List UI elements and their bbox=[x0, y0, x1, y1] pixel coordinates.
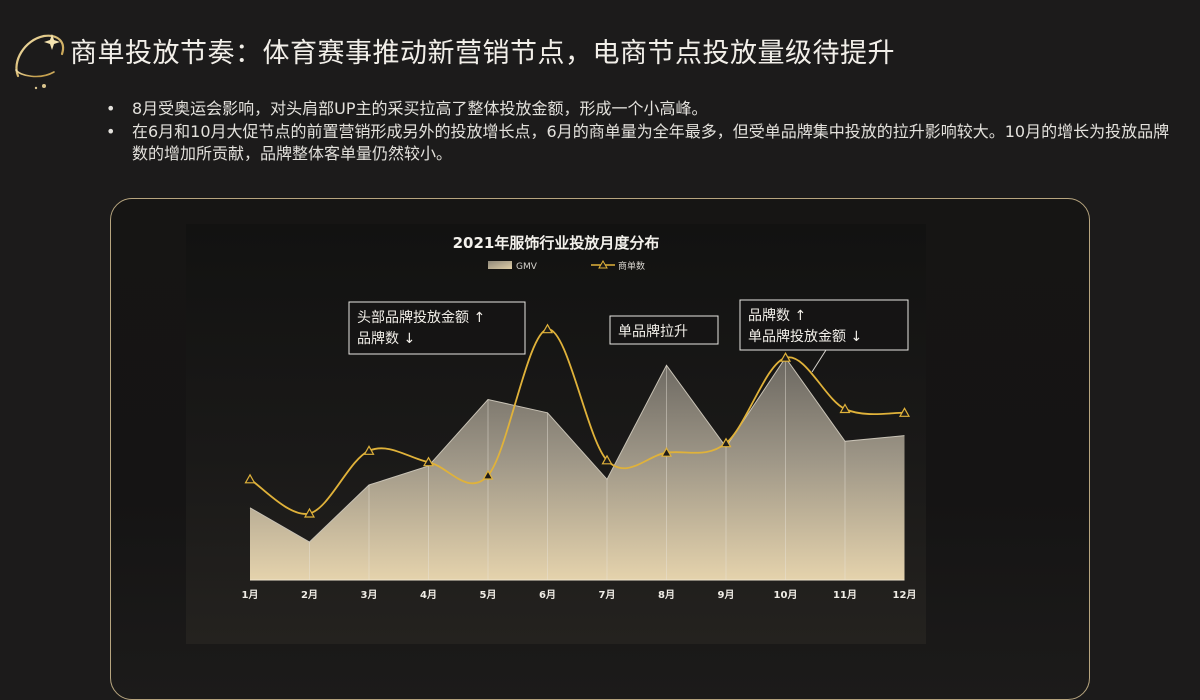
decorative-logo-icon bbox=[15, 34, 65, 90]
x-tick-label: 2月 bbox=[301, 589, 318, 601]
legend-label-orders: 商单数 bbox=[618, 260, 645, 272]
orders-point bbox=[898, 407, 911, 417]
gmv-area-edge bbox=[249, 356, 905, 543]
chart-title: 2021年服饰行业投放月度分布 bbox=[453, 234, 660, 252]
annotation-box: 头部品牌投放金额 ↑ 品牌数 ↓ bbox=[348, 301, 526, 355]
orders-point bbox=[303, 507, 316, 518]
x-tick-label: 8月 bbox=[658, 589, 675, 601]
annotation-text: 单品牌投放金额 ↓ bbox=[748, 328, 862, 345]
x-tick-label: 3月 bbox=[361, 589, 378, 601]
orders-point bbox=[363, 445, 375, 455]
annotation-leader-line bbox=[811, 349, 827, 373]
orders-point bbox=[779, 351, 792, 362]
orders-point bbox=[660, 446, 673, 457]
chart-annotations: 头部品牌投放金额 ↑ 品牌数 ↓ 单品牌拉升 品牌数 ↑ 单品牌投放金额 ↓ bbox=[348, 299, 909, 373]
chart-legend: GMV 商单数 bbox=[488, 259, 645, 272]
bullet-item-1: 8月受奥运会影响，对头肩部UP主的采买拉高了整体投放金额，形成一个小高峰。 bbox=[106, 98, 1176, 120]
x-tick-label: 6月 bbox=[539, 589, 556, 601]
slide-title: 商单投放节奏：体育赛事推动新营销节点，电商节点投放量级待提升 bbox=[70, 38, 895, 69]
orders-point bbox=[244, 473, 256, 484]
x-tick-label: 10月 bbox=[774, 589, 798, 601]
x-tick-label: 5月 bbox=[480, 589, 497, 601]
x-tick-label: 1月 bbox=[242, 589, 259, 601]
orders-point bbox=[839, 403, 851, 414]
annotation-frame bbox=[609, 315, 719, 345]
monthly-distribution-chart: 2021年服饰行业投放月度分布 GMV 商单数 1月 2月 3月 4月 5月 6月 7月 8月… bbox=[242, 234, 917, 601]
x-tick-label: 11月 bbox=[833, 589, 857, 601]
x-tick-label: 7月 bbox=[599, 589, 616, 601]
x-tick-label: 4月 bbox=[420, 589, 437, 601]
legend-label-gmv: GMV bbox=[516, 262, 538, 272]
orders-point bbox=[422, 456, 435, 467]
annotation-box: 单品牌拉升 bbox=[609, 315, 719, 345]
bullet-list: 8月受奥运会影响，对头肩部UP主的采买拉高了整体投放金额，形成一个小高峰。 在6… bbox=[106, 98, 1176, 166]
orders-point bbox=[720, 437, 732, 448]
annotation-text: 头部品牌投放金额 ↑ bbox=[357, 309, 485, 326]
gmv-area bbox=[250, 357, 905, 580]
plot-area bbox=[244, 323, 911, 581]
chart-area: 2021年服饰行业投放月度分布 GMV 商单数 1月 2月 3月 4月 5月 6月 7月 8月… bbox=[186, 224, 926, 644]
x-tick-label: 12月 bbox=[893, 589, 917, 601]
legend-swatch-gmv bbox=[488, 261, 512, 269]
legend-swatch-orders-marker bbox=[598, 259, 608, 269]
annotation-text: 单品牌拉升 bbox=[618, 323, 688, 340]
bullet-item-2: 在6月和10月大促节点的前置营销形成另外的投放增长点，6月的商单量为全年最多，但… bbox=[106, 121, 1176, 165]
annotation-text: 品牌数 ↑ bbox=[748, 307, 806, 324]
x-axis: 1月 2月 3月 4月 5月 6月 7月 8月 9月 10月 11月 12月 bbox=[242, 589, 917, 601]
annotation-frame bbox=[348, 301, 526, 355]
orders-point bbox=[482, 469, 494, 480]
orders-point bbox=[601, 454, 613, 465]
annotation-frame bbox=[739, 299, 909, 351]
x-tick-label: 9月 bbox=[718, 589, 735, 601]
annotation-text: 品牌数 ↓ bbox=[357, 330, 415, 347]
annotation-box: 品牌数 ↑ 单品牌投放金额 ↓ bbox=[739, 299, 909, 373]
orders-point bbox=[541, 323, 554, 334]
